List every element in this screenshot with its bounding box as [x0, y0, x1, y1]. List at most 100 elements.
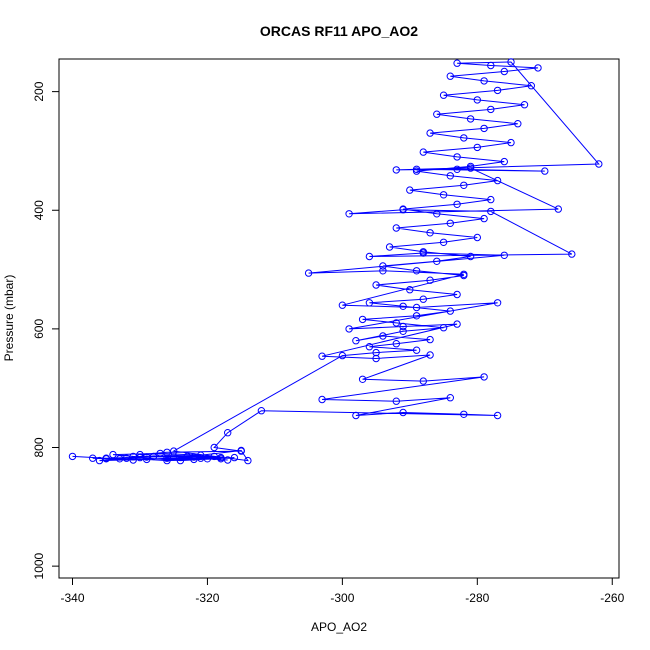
data-point — [473, 96, 481, 104]
data-point — [595, 160, 603, 168]
data-point — [460, 410, 468, 418]
data-point — [460, 134, 468, 142]
data-point — [493, 411, 502, 420]
data-point — [372, 281, 380, 289]
data-point — [136, 450, 144, 459]
data-point — [473, 233, 481, 242]
data-point — [224, 429, 232, 437]
data-point — [399, 302, 407, 310]
data-point — [406, 186, 414, 194]
data-point — [379, 267, 387, 275]
data-point — [122, 454, 131, 462]
data-point — [487, 195, 495, 204]
data-point — [230, 453, 239, 462]
data-point — [446, 394, 454, 402]
data-point — [392, 340, 400, 348]
data-point — [487, 61, 495, 70]
data-point — [534, 64, 542, 72]
data-point — [412, 267, 421, 275]
data-point — [426, 276, 434, 284]
data-point — [399, 327, 407, 335]
data-point — [338, 351, 347, 360]
data-point — [500, 251, 508, 260]
data-point — [446, 307, 454, 315]
data-point — [412, 346, 421, 354]
data-point — [493, 176, 502, 185]
data-point — [412, 165, 421, 174]
data-point — [460, 181, 468, 190]
data-point — [338, 301, 347, 309]
y-tick-label: 1000 — [32, 552, 46, 579]
data-point — [318, 352, 326, 360]
y-tick-label: 200 — [32, 81, 46, 101]
data-point — [419, 295, 427, 303]
data-point — [541, 167, 549, 175]
data-point — [95, 456, 104, 465]
data-point — [358, 375, 367, 383]
data-point — [453, 165, 461, 174]
data-point — [507, 138, 515, 147]
data-point — [554, 205, 562, 213]
data-point — [102, 455, 110, 463]
data-point — [190, 455, 198, 464]
data-point — [109, 450, 117, 459]
data-point — [480, 214, 488, 223]
data-point — [197, 454, 205, 462]
data-point — [217, 455, 225, 463]
data-point — [514, 120, 522, 128]
data-point — [129, 456, 137, 464]
y-tick-label: 600 — [32, 319, 46, 339]
data-point — [439, 91, 448, 99]
data-point — [163, 448, 171, 456]
data-point — [493, 299, 502, 307]
data-point — [143, 455, 151, 464]
x-tick-label: -260 — [600, 591, 624, 605]
data-point — [460, 270, 468, 278]
data-point — [197, 451, 205, 459]
data-point — [392, 224, 400, 232]
data-point — [345, 325, 353, 333]
data-point — [210, 443, 218, 452]
data-point — [399, 408, 407, 417]
data-point — [392, 166, 400, 174]
data-point — [493, 86, 502, 95]
x-tick-label: -300 — [330, 591, 354, 605]
data-point — [446, 72, 454, 80]
series-line — [72, 61, 600, 462]
data-point — [399, 322, 407, 331]
data-point — [412, 312, 421, 320]
x-axis: -340 -320 -300 -280 -260 — [60, 578, 625, 605]
data-point — [446, 172, 454, 180]
data-point — [568, 250, 576, 258]
data-point — [453, 200, 461, 209]
data-point — [352, 411, 360, 420]
data-point — [149, 452, 158, 461]
data-point — [237, 447, 245, 455]
data-point — [399, 206, 407, 214]
data-point — [365, 343, 374, 351]
data-point — [156, 449, 164, 458]
data-point — [419, 377, 427, 385]
data-point — [426, 335, 434, 344]
data-point — [358, 315, 367, 324]
data-point — [433, 110, 441, 118]
data-point — [433, 257, 441, 265]
data-point — [412, 303, 421, 312]
data-point — [372, 354, 380, 363]
data-point — [210, 452, 218, 461]
data-point — [480, 373, 488, 381]
data-point — [365, 252, 374, 261]
data-point — [244, 456, 252, 465]
data-point — [129, 452, 137, 461]
data-point — [439, 324, 448, 332]
data-point — [507, 58, 515, 66]
data-point — [318, 395, 326, 404]
data-point — [487, 207, 495, 216]
data-point — [426, 351, 434, 359]
plot-frame — [58, 58, 620, 579]
data-point — [385, 243, 394, 251]
data-point — [419, 148, 427, 156]
x-axis-label: APO_AO2 — [311, 620, 367, 634]
data-point — [446, 219, 454, 228]
